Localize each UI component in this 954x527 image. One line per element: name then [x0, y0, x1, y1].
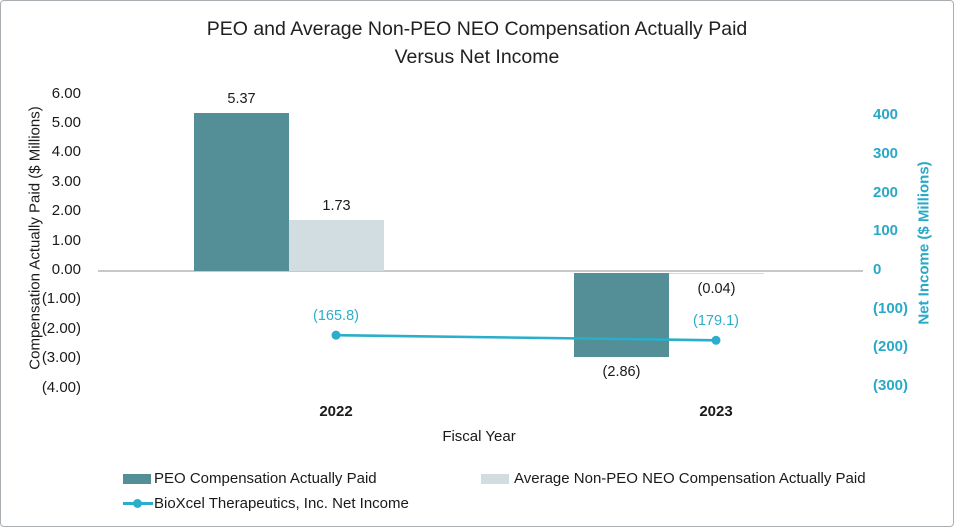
x-axis-category-label-2022: 2022: [319, 403, 353, 420]
left-axis-tick-label: (3.00): [41, 349, 81, 367]
left-axis-tick-label: 5.00: [51, 114, 81, 131]
left-axis-tick-label: (4.00): [41, 378, 81, 396]
bar-data-label-nonpeo-2023: (0.04): [697, 281, 736, 297]
net-income-data-label-2022: (165.8): [313, 308, 359, 325]
legend-label-peo: PEO Compensation Actually Paid: [154, 470, 377, 487]
legend-swatch-nonpeo: [481, 474, 509, 484]
right-axis-tick-label: (200): [873, 338, 909, 356]
right-axis-tick-label: (300): [873, 377, 909, 395]
bar-nonpeo-2023: [669, 273, 764, 274]
left-axis-tick-label: (1.00): [41, 290, 81, 308]
left-axis-tick-label: 4.00: [51, 143, 81, 161]
x-axis-category-label-2023: 2023: [699, 403, 733, 420]
right-axis-tick-label: 300: [873, 144, 899, 162]
legend-marker-net-income: [133, 499, 142, 508]
right-axis-title: Net Income ($ Millions): [915, 161, 933, 325]
bar-peo-2022: [194, 113, 289, 271]
left-axis-tick-label: 0.00: [51, 261, 81, 278]
right-axis-tick-label: (100): [873, 299, 909, 317]
left-axis-tick-label: 1.00: [51, 231, 81, 249]
left-axis-tick-label: (2.00): [41, 319, 81, 337]
bar-peo-2023: [574, 273, 669, 357]
legend-label-nonpeo: Average Non-PEO NEO Compensation Actuall…: [514, 470, 866, 487]
net-income-point-marker-2022: [331, 330, 341, 340]
net-income-point-marker-2023: [711, 335, 721, 345]
right-axis-tick-label: 0: [873, 261, 882, 278]
bar-nonpeo-2022: [289, 220, 384, 271]
left-axis-tick-label: 3.00: [51, 172, 81, 190]
left-axis-tick-label: 2.00: [51, 202, 81, 220]
left-axis-tick-label: 6.00: [51, 84, 81, 102]
net-income-data-label-2023: (179.1): [693, 313, 739, 330]
bar-data-label-peo-2023: (2.86): [602, 364, 641, 380]
legend-label-net-income: BioXcel Therapeutics, Inc. Net Income: [154, 495, 409, 512]
legend-swatch-peo: [123, 474, 151, 484]
x-axis-zero-line: [98, 270, 863, 272]
chart-title-line1: PEO and Average Non-PEO NEO Compensation…: [206, 18, 748, 40]
right-axis-tick-label: 100: [873, 222, 899, 240]
bar-data-label-peo-2022: 5.37: [227, 91, 256, 107]
right-axis-tick-label: 400: [873, 106, 899, 124]
chart-title-line2: Versus Net Income: [394, 46, 560, 68]
right-axis-tick-label: 200: [873, 183, 899, 201]
bar-data-label-nonpeo-2022: 1.73: [322, 198, 351, 214]
x-axis-title: Fiscal Year: [442, 428, 516, 445]
